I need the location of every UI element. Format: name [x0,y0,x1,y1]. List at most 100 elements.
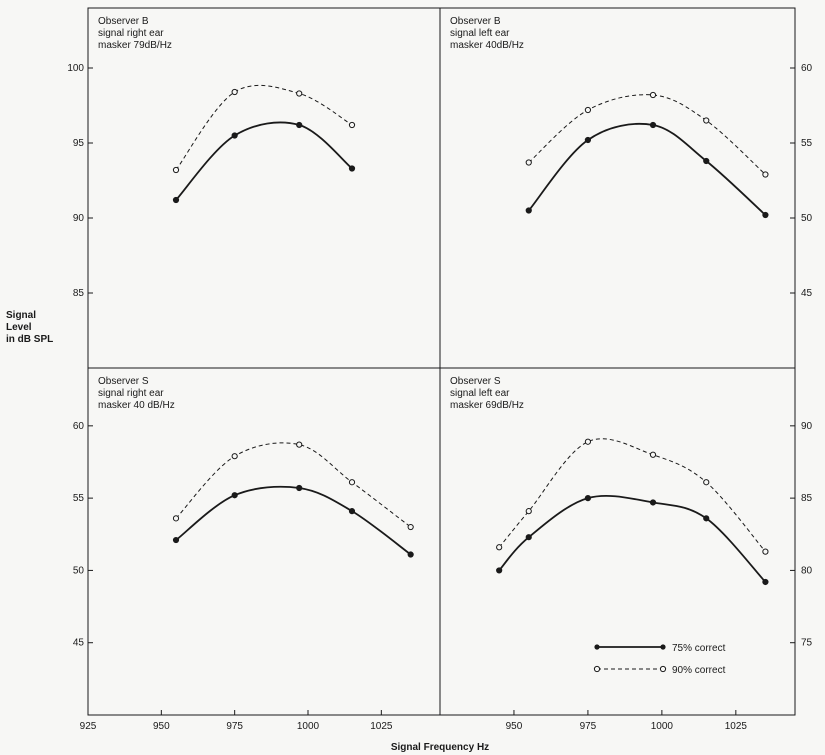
x-tick-label: 925 [80,721,97,732]
panel-frame [87,367,441,716]
data-point-90-correct [348,121,356,129]
series-line-75-correct [175,485,412,556]
panel-frame [87,7,441,369]
data-point-90-correct [231,453,238,460]
x-axis-title: Signal Frequency Hz [391,742,489,753]
data-point-75-correct [762,211,769,219]
data-point-90-correct [649,91,657,99]
panel-label-line: masker 79dB/Hz [98,40,172,51]
legend-open-marker-left [593,665,601,673]
panels-group: Observer B signal right ear masker 79dB/Hz… [67,7,813,732]
panel-label-line: masker 69dB/Hz [450,400,524,411]
y-tick-label: 60 [73,421,85,432]
panel-frame [439,7,796,369]
y-tick-label: 90 [801,421,813,432]
data-point-75-correct [348,508,356,515]
data-point-75-correct [584,136,592,144]
data-point-90-correct [762,171,769,178]
panel-frame [439,367,796,716]
y-tick-label: 100 [67,63,84,74]
data-point-75-correct [496,567,503,574]
x-tick-label: 950 [506,721,523,732]
data-point-90-correct [525,159,532,166]
data-point-90-correct [348,479,356,486]
y-tick-label: 60 [801,63,813,74]
data-point-90-correct [172,515,180,522]
y-tick-label: 85 [73,288,85,299]
data-point-75-correct [649,499,657,506]
x-tick-label: 1025 [370,721,393,732]
data-point-90-correct [172,166,180,174]
series-line-90-correct [175,442,412,528]
data-point-75-correct [172,196,180,204]
data-point-90-correct [703,479,710,486]
x-tick-label: 1000 [651,721,674,732]
y-tick-label: 90 [73,213,85,224]
y-axis-title-line-3: in dB SPL [6,334,53,345]
y-tick-label: 95 [73,138,85,149]
data-point-75-correct [703,515,710,522]
panel-label-line: signal left ear [450,28,510,39]
data-point-90-correct [231,88,238,96]
series-line-90-correct [528,94,766,175]
series-line-90-correct [498,438,766,552]
data-point-75-correct [584,495,592,502]
data-point-75-correct [649,121,657,129]
data-point-75-correct [296,484,303,492]
data-point-75-correct [231,492,238,499]
legend-filled-marker-right [660,644,666,650]
legend-open-marker-right [659,665,667,673]
data-point-75-correct [407,551,414,558]
legend: 75% correct 90% correct [593,643,726,676]
data-point-75-correct [525,207,532,214]
y-tick-label: 50 [801,213,813,224]
data-point-90-correct [703,117,710,124]
y-tick-label: 50 [73,565,85,576]
y-tick-label: 85 [801,493,813,504]
data-point-90-correct [762,548,769,555]
panel-label-line: Observer B [98,16,149,27]
data-point-90-correct [584,106,592,114]
data-point-90-correct [296,441,303,448]
series-line-75-correct [528,122,767,216]
x-tick-label: 1025 [725,721,748,732]
y-tick-label: 80 [801,565,813,576]
legend-label-90: 90% correct [672,665,726,676]
data-point-90-correct [525,508,532,515]
series-line-75-correct [498,495,767,583]
panel-label-line: masker 40 dB/Hz [98,400,175,411]
data-point-75-correct [762,578,769,586]
data-point-75-correct [348,165,356,172]
y-tick-label: 55 [801,138,813,149]
x-tick-label: 950 [153,721,170,732]
panel-label-line: Observer S [450,376,501,387]
y-tick-label: 45 [801,288,813,299]
series-line-75-correct [175,121,353,201]
y-axis-title-line-2: Level [6,322,32,333]
y-tick-label: 75 [801,638,813,649]
panel-label-line: masker 40dB/Hz [450,40,524,51]
panel-label-line: signal left ear [450,388,510,399]
panel-label-line: Observer B [450,16,501,27]
x-tick-label: 975 [226,721,243,732]
data-point-90-correct [296,90,303,97]
data-point-90-correct [407,523,414,531]
panel-label-line: Observer S [98,376,149,387]
panel-label-line: signal right ear [98,388,164,399]
data-point-90-correct [649,451,657,458]
y-tick-label: 55 [73,493,85,504]
data-point-75-correct [296,121,303,129]
x-tick-label: 1000 [297,721,320,732]
data-point-75-correct [172,536,180,544]
legend-filled-marker-left [594,644,600,650]
y-tick-label: 45 [73,638,85,649]
legend-label-75: 75% correct [672,643,726,654]
x-tick-label: 975 [580,721,597,732]
data-point-90-correct [496,544,503,551]
y-axis-title-line-1: Signal [6,310,36,321]
y-axis-title: Signal Level in dB SPL [6,310,53,345]
